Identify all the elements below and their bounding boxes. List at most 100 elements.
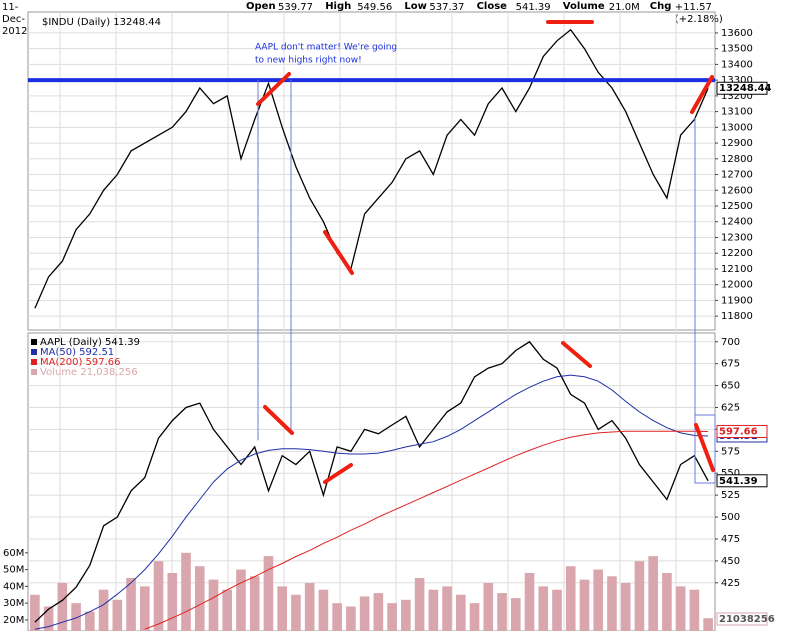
volume-bar	[675, 586, 686, 631]
volume-bar	[222, 589, 233, 631]
y-tick-label: 675	[721, 359, 740, 370]
volume-bar	[181, 552, 191, 631]
header-text: 541.39	[515, 2, 551, 13]
y-tick-label: 12800	[721, 154, 753, 165]
volume-bar	[538, 586, 549, 631]
volume-bar	[139, 586, 150, 631]
price-tag-box	[716, 474, 768, 488]
price-tag-box	[716, 612, 768, 626]
y2-tick-label: 60M	[3, 548, 24, 559]
volume-bar	[304, 583, 315, 631]
legend-entry: AAPL (Daily) 541.39	[40, 337, 140, 348]
legend-swatch	[31, 359, 37, 365]
trend-mark	[263, 405, 294, 435]
y-tick-label: 13100	[721, 107, 753, 118]
volume-bar	[648, 556, 658, 631]
y-tick-label: 12700	[721, 170, 753, 181]
volume-bar	[456, 594, 466, 631]
volume-bar	[689, 589, 700, 631]
legend-entry: Volume 21,038,256	[40, 367, 138, 378]
y-tick-label: 11900	[721, 295, 753, 306]
y-tick-label: 12300	[721, 232, 753, 243]
trend-mark	[323, 463, 353, 484]
annotation: to new highs right now!	[255, 56, 362, 66]
annotation-marks	[256, 20, 716, 484]
price-tag: 21038256	[719, 614, 775, 625]
y-tick-label: 475	[721, 534, 740, 545]
y-tick-label: 12000	[721, 280, 753, 291]
header-text: 21.0M	[608, 2, 640, 13]
y-tick-label: 13200	[721, 91, 753, 102]
volume-bar	[593, 569, 604, 631]
volume-bar	[249, 576, 260, 631]
volume-bar	[318, 589, 329, 631]
y-tick-label: 13400	[721, 59, 753, 70]
volume-bar	[71, 603, 81, 631]
header: 11-Dec-2012 Open 539.77 High 549.56 Low 537.37…	[0, 0, 788, 37]
volume-bar	[167, 572, 178, 631]
volume-bar	[236, 569, 246, 631]
volume-bar	[607, 576, 617, 631]
volume-bar	[112, 599, 123, 631]
header-item: Open	[246, 1, 276, 13]
annotation: AAPL don't matter! We're going	[255, 43, 397, 53]
volume-bar	[401, 599, 411, 631]
y-tick-label: 12900	[721, 138, 753, 149]
volume-bar	[194, 566, 205, 631]
price-tag: 597.66	[719, 426, 758, 437]
price-tag-box	[716, 81, 768, 95]
header-item: Close	[477, 1, 507, 13]
header-item: Low	[404, 1, 426, 13]
price-tag: 541.39	[719, 476, 758, 487]
y-tick-label: 13600	[721, 28, 753, 39]
legend-swatch	[31, 339, 37, 345]
volume-bar	[359, 596, 370, 631]
volume-bar	[483, 583, 494, 631]
series-line	[34, 28, 709, 309]
price-tag-box	[716, 424, 768, 438]
volume-bar	[634, 561, 645, 631]
y-tick-label: 13500	[721, 44, 753, 55]
y-tick-label: 13000	[721, 122, 753, 133]
volume-bar	[510, 598, 521, 631]
y-tick-label: 12500	[721, 201, 753, 212]
series-line	[144, 430, 709, 630]
y-tick-label: 11800	[721, 311, 753, 322]
legend-swatch	[31, 349, 37, 355]
volume-bar	[565, 566, 576, 631]
volume-bar	[277, 586, 287, 631]
volume-bar	[153, 561, 164, 631]
price-tag: 13248.44	[719, 83, 772, 94]
header-text: 539.77	[278, 2, 313, 13]
y-tick-label: 12200	[721, 248, 753, 259]
header-text: 11-Dec-2012	[2, 2, 28, 37]
volume-bar	[662, 572, 672, 631]
volume-bar	[30, 594, 40, 631]
series-line	[34, 374, 709, 630]
volume-bar	[414, 577, 425, 631]
y2-tick-label: 50M	[3, 565, 24, 576]
y-tick-label: 12400	[721, 217, 753, 228]
header-item: High	[325, 1, 351, 13]
y-tick-label: 625	[721, 403, 740, 414]
header-text: Open	[246, 1, 276, 12]
trend-mark	[256, 72, 291, 106]
volume-bar	[373, 593, 384, 631]
volume-bar	[387, 603, 397, 631]
y-tick-label: 700	[721, 337, 740, 348]
volume-bar	[469, 603, 480, 631]
y2-tick-label: 30M	[3, 598, 24, 609]
volume-bar	[428, 589, 439, 631]
chart-title: $INDU (Daily) 13248.44	[42, 17, 161, 28]
header-text: Volume	[562, 1, 605, 12]
y-tick-label: 525	[721, 490, 740, 501]
volume-bar	[57, 583, 68, 631]
header-item: Volume	[563, 1, 605, 13]
header-text: High	[325, 1, 352, 12]
series-line	[34, 340, 709, 623]
volume-bar	[263, 556, 274, 631]
y2-tick-label: 40M	[3, 581, 24, 592]
volume-bar	[620, 583, 631, 631]
y-tick-label: 575	[721, 446, 740, 457]
